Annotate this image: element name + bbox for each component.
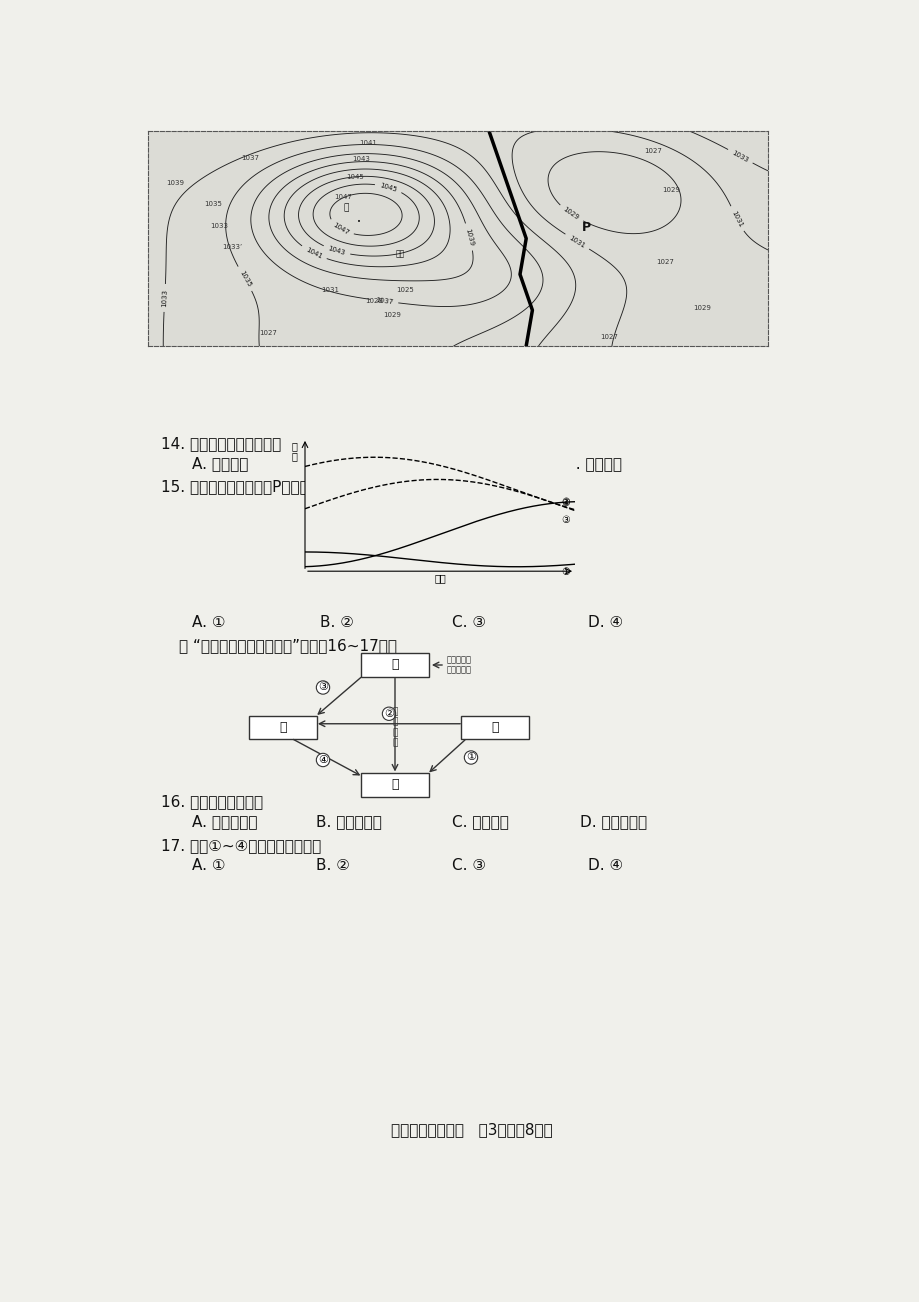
FancyBboxPatch shape	[249, 716, 317, 740]
Text: 13. 这一变化是由山谷和山顶间热力环流造成的，发生降水的地方通常: 13. 这一变化是由山谷和山顶间热力环流造成的，发生降水的地方通常	[162, 199, 455, 214]
Text: 1027: 1027	[600, 333, 618, 340]
Text: ①: ①	[466, 753, 475, 763]
Text: 1037: 1037	[375, 297, 393, 305]
Text: B. ②: B. ②	[316, 858, 350, 872]
Text: 读 “岩石圈物质循环示意图”，完成16~17题。: 读 “岩石圈物质循环示意图”，完成16~17题。	[178, 638, 396, 654]
Text: D. 丁为沉积岩: D. 丁为沉积岩	[579, 815, 646, 829]
Text: 气: 气	[290, 441, 297, 450]
Text: 1027: 1027	[655, 259, 674, 264]
Text: ④: ④	[561, 499, 570, 508]
Text: A. 气温较低: A. 气温较低	[192, 219, 249, 233]
Text: 17. 图中①~④表示外力作用的是: 17. 图中①~④表示外力作用的是	[162, 837, 322, 853]
Text: 丁: 丁	[391, 659, 398, 672]
Text: 1029: 1029	[562, 206, 580, 221]
Text: ②: ②	[561, 497, 570, 506]
Text: 1025: 1025	[395, 288, 414, 293]
Text: A. ①: A. ①	[192, 615, 226, 630]
Text: C. 气流下沉: C. 气流下沉	[437, 219, 493, 233]
Text: C. 丙为岩浆: C. 丙为岩浆	[451, 815, 508, 829]
Text: 甲: 甲	[344, 203, 348, 212]
Text: 1027: 1027	[259, 331, 278, 336]
FancyBboxPatch shape	[460, 716, 528, 740]
Polygon shape	[504, 184, 521, 185]
Text: 1045: 1045	[346, 174, 364, 181]
Text: 1039: 1039	[464, 228, 474, 246]
Text: 1043: 1043	[327, 245, 346, 256]
Text: D. ④: D. ④	[587, 858, 622, 872]
Text: 1029: 1029	[662, 187, 680, 193]
Text: A. ①: A. ①	[192, 858, 226, 872]
FancyBboxPatch shape	[360, 654, 428, 677]
Text: 1035: 1035	[238, 270, 252, 288]
Text: 甲: 甲	[279, 721, 287, 734]
Text: D. ④: D. ④	[587, 615, 622, 630]
Text: ④: ④	[318, 755, 328, 766]
Text: 重
燔
再
生: 重 燔 再 生	[391, 707, 397, 747]
Text: C. ③: C. ③	[451, 615, 485, 630]
Text: 1029: 1029	[383, 312, 401, 318]
Text: 1029: 1029	[693, 305, 710, 311]
Text: ③: ③	[318, 682, 328, 693]
Text: 1047: 1047	[331, 221, 349, 236]
Text: D. 气流上升: D. 气流上升	[564, 219, 622, 233]
Text: 乙: 乙	[391, 779, 398, 792]
Text: 1045: 1045	[379, 182, 397, 193]
Text: P: P	[582, 221, 591, 234]
Polygon shape	[516, 219, 534, 221]
Text: 14. 此时甲地的天气特点是: 14. 此时甲地的天气特点是	[162, 436, 281, 452]
Text: 16. 下列说法正确的是: 16. 下列说法正确的是	[162, 794, 264, 810]
Text: 温: 温	[290, 452, 297, 461]
Text: 高一年级地理试卷   第3页（兲8页）: 高一年级地理试卷 第3页（兲8页）	[391, 1122, 551, 1138]
Text: C. 风雪交加: C. 风雪交加	[437, 457, 493, 471]
Text: 1031: 1031	[730, 210, 743, 228]
Text: B. 寒冷干燥: B. 寒冷干燥	[307, 457, 364, 471]
Text: B. 气压较高: B. 气压较高	[307, 219, 364, 233]
Text: 1035: 1035	[204, 202, 221, 207]
Text: 日期: 日期	[434, 574, 446, 583]
Polygon shape	[522, 290, 539, 293]
Text: 丙: 丙	[491, 721, 498, 734]
Text: ②: ②	[383, 708, 393, 719]
Text: B. 乙为变质岩: B. 乙为变质岩	[316, 815, 382, 829]
Text: 读 “11月26日02时地面天气形势图”，完成14~15题。: 读 “11月26日02时地面天气形势图”，完成14~15题。	[178, 243, 454, 258]
Text: 1037: 1037	[241, 155, 259, 160]
Text: 1041: 1041	[358, 141, 376, 146]
Text: ③: ③	[561, 516, 570, 525]
Text: 1047: 1047	[334, 194, 351, 201]
Text: 1039: 1039	[166, 180, 185, 186]
Text: 15. 下图中表示天津市在P天气系统过境期间日平均气温变化曲线的是: 15. 下图中表示天津市在P天气系统过境期间日平均气温变化曲线的是	[162, 479, 455, 495]
Text: 1043: 1043	[352, 156, 370, 163]
Text: B. ②: B. ②	[320, 615, 354, 630]
Text: 1033: 1033	[161, 289, 168, 307]
Text: 1031: 1031	[567, 234, 585, 249]
Text: 1029: 1029	[365, 298, 382, 303]
Text: 1031: 1031	[322, 288, 339, 293]
Text: A. 甲为岩浆岩: A. 甲为岩浆岩	[192, 815, 257, 829]
Text: •: •	[357, 219, 360, 225]
Polygon shape	[492, 147, 509, 150]
FancyBboxPatch shape	[360, 773, 428, 797]
Text: 1041: 1041	[304, 246, 323, 260]
Text: 风化、侵蚀
汁流、沉积: 风化、侵蚀 汁流、沉积	[447, 655, 471, 674]
Text: 1027: 1027	[643, 147, 661, 154]
Text: A. 低温阴雨: A. 低温阴雨	[192, 457, 249, 471]
Text: 1033’: 1033’	[222, 245, 243, 250]
Text: 1033: 1033	[731, 150, 749, 163]
Text: C. ③: C. ③	[451, 858, 485, 872]
Text: 天津: 天津	[395, 250, 404, 258]
Text: 1033: 1033	[210, 223, 228, 229]
Text: ①: ①	[561, 568, 570, 577]
Text: D. 晴暖无风: D. 晴暖无风	[564, 457, 622, 471]
